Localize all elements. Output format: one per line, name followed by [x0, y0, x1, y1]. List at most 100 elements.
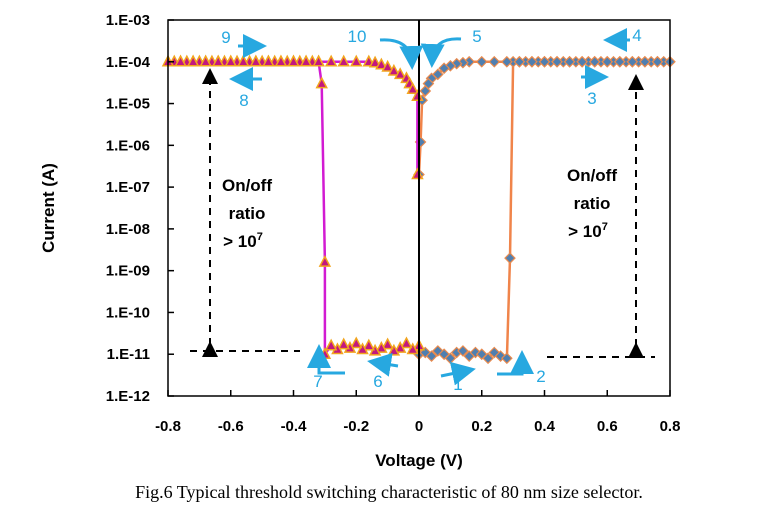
data-point — [526, 55, 538, 68]
x-tick-label: 0 — [415, 418, 423, 435]
ratio-right-value: > 10 — [568, 222, 602, 241]
ratio-right-line2: ratio — [574, 194, 611, 213]
data-point — [457, 345, 469, 357]
data-point — [237, 54, 250, 67]
step-3-label: 3 — [587, 89, 596, 108]
data-point — [626, 55, 639, 68]
data-point — [488, 346, 501, 359]
data-point — [186, 54, 200, 67]
data-point — [324, 338, 338, 351]
ratio-left-line1: On/off — [222, 176, 272, 195]
data-point — [400, 336, 413, 349]
data-point — [475, 55, 488, 68]
data-point — [381, 59, 394, 72]
ratio-left-line3: > 107 — [223, 231, 263, 251]
y-tick-label: 1.E-07 — [106, 179, 150, 196]
y-tick-label: 1.E-03 — [106, 12, 150, 29]
step-2-label: 2 — [536, 367, 545, 386]
data-point — [337, 337, 350, 350]
data-point — [211, 54, 225, 67]
data-point — [563, 55, 576, 68]
data-point — [651, 55, 664, 68]
y-tick-label: 1.E-04 — [106, 54, 151, 71]
step-1-label: 1 — [453, 375, 462, 394]
data-point — [375, 57, 388, 70]
data-point — [312, 54, 325, 67]
data-point — [393, 67, 407, 80]
step-6-arrow — [367, 352, 399, 377]
data-point — [444, 59, 457, 72]
data-point — [375, 341, 388, 353]
data-point — [249, 54, 263, 67]
y-tick-label: 1.E-11 — [107, 346, 150, 363]
data-point — [224, 54, 237, 67]
data-point — [356, 342, 369, 355]
data-point — [513, 55, 526, 68]
data-point — [551, 55, 563, 68]
series-line — [168, 60, 420, 359]
ratio-left-value: > 10 — [223, 232, 257, 251]
step-6-label: 6 — [373, 372, 382, 391]
ratio-right-exp: 7 — [602, 221, 608, 233]
data-point — [482, 352, 494, 365]
data-point — [381, 337, 394, 350]
data-point — [315, 76, 328, 89]
data-point — [613, 55, 626, 68]
data-point — [425, 350, 438, 362]
ratio-left-exp: 7 — [257, 231, 263, 243]
data-point — [368, 55, 382, 68]
step-7-arrow — [307, 344, 345, 375]
x-tick-label: 0.4 — [534, 418, 556, 435]
x-tick-label: -0.4 — [281, 418, 308, 435]
x-tick-label: -0.6 — [218, 418, 244, 435]
figure-caption: Fig.6 Typical threshold switching charac… — [135, 482, 643, 502]
ratio-right-line1: On/off — [567, 166, 617, 185]
step-9-label: 9 — [221, 28, 230, 47]
data-point — [387, 63, 401, 76]
data-point — [488, 55, 501, 68]
step-10-label: 10 — [348, 27, 367, 46]
data-point — [406, 82, 419, 94]
data-point — [504, 252, 516, 264]
data-point — [393, 341, 407, 353]
step-8-label: 8 — [239, 91, 248, 110]
x-tick-label: 0.8 — [660, 418, 681, 435]
data-point — [299, 54, 313, 67]
data-point — [538, 55, 551, 68]
data-point — [287, 54, 300, 67]
data-point — [350, 336, 363, 349]
y-tick-label: 1.E-09 — [106, 263, 150, 280]
step-7-label: 7 — [313, 372, 322, 391]
data-point — [324, 54, 338, 67]
ratio-left-line2: ratio — [229, 204, 266, 223]
series-line — [417, 60, 670, 361]
step-5-label: 5 — [472, 27, 481, 46]
data-point — [337, 54, 350, 67]
data-point — [601, 55, 614, 68]
data-point — [419, 85, 432, 97]
data-point — [318, 255, 332, 267]
y-tick-label: 1.E-06 — [106, 137, 150, 154]
data-point — [469, 346, 482, 359]
y-tick-label: 1.E-08 — [106, 221, 150, 238]
ratio-right-line3: > 107 — [568, 221, 608, 241]
data-point — [274, 54, 288, 67]
data-point — [199, 54, 212, 67]
step-2-arrow — [497, 350, 534, 376]
step-5-arrow — [420, 37, 462, 68]
y-tick-label: 1.E-12 — [106, 388, 150, 405]
data-point — [501, 55, 513, 68]
data-point — [406, 342, 419, 355]
data-point — [639, 55, 651, 68]
step-1-arrow — [440, 361, 476, 386]
x-tick-label: -0.2 — [343, 418, 369, 435]
data-point — [387, 343, 401, 356]
data-point — [350, 54, 363, 67]
y-axis-label: Current (A) — [39, 163, 58, 253]
step-4-label: 4 — [632, 26, 641, 45]
data-point — [494, 350, 507, 362]
data-point — [576, 55, 588, 68]
data-point — [174, 54, 187, 67]
onoff-guides — [190, 68, 655, 358]
series-triangle — [161, 54, 426, 359]
